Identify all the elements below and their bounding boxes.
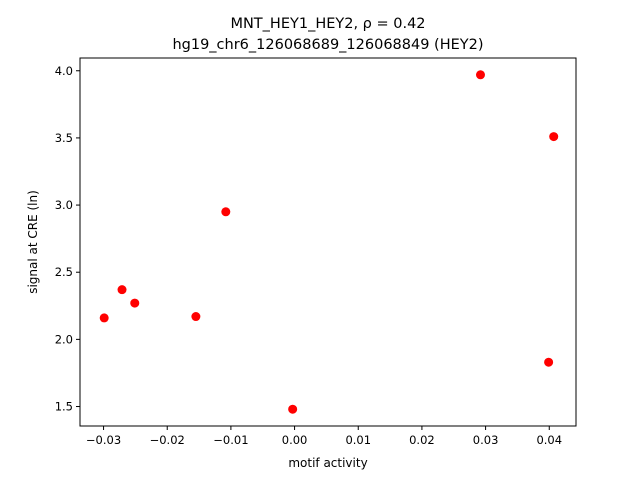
data-point xyxy=(288,404,298,414)
axes-frame xyxy=(79,57,577,427)
x-tick-label: −0.03 xyxy=(86,433,121,447)
x-axis-label: motif activity xyxy=(288,456,367,470)
y-axis-label: signal at CRE (ln) xyxy=(26,190,40,294)
data-point xyxy=(475,70,485,80)
data-points xyxy=(99,70,559,414)
data-point xyxy=(99,313,109,323)
y-tick-label: 1.5 xyxy=(55,400,73,414)
data-point xyxy=(221,207,231,217)
data-point xyxy=(130,298,140,308)
axis-ticks: −0.03 −0.02 −0.01 0.00 0.01 0.02 0.03 0.04 1.5 2.… xyxy=(55,64,562,447)
data-point xyxy=(117,285,127,295)
x-tick-label: −0.02 xyxy=(150,433,185,447)
x-tick-label: 0.04 xyxy=(536,433,562,447)
data-point xyxy=(191,312,201,322)
x-tick-label: 0.02 xyxy=(409,433,435,447)
x-tick-label: 0.03 xyxy=(473,433,499,447)
chart-title-line1: MNT_HEY1_HEY2, ρ = 0.42 xyxy=(230,16,425,32)
x-tick-label: −0.01 xyxy=(213,433,248,447)
data-point xyxy=(549,132,559,142)
y-tick-label: 4.0 xyxy=(55,64,73,78)
y-tick-label: 2.0 xyxy=(55,332,73,346)
y-tick-label: 2.5 xyxy=(55,265,73,279)
x-tick-label: 0.01 xyxy=(345,433,371,447)
y-tick-label: 3.0 xyxy=(55,198,73,212)
y-tick-label: 3.5 xyxy=(55,131,73,145)
data-point xyxy=(544,357,554,367)
chart-title-line2: hg19_chr6_126068689_126068849 (HEY2) xyxy=(172,37,483,53)
x-tick-label: 0.00 xyxy=(282,433,308,447)
